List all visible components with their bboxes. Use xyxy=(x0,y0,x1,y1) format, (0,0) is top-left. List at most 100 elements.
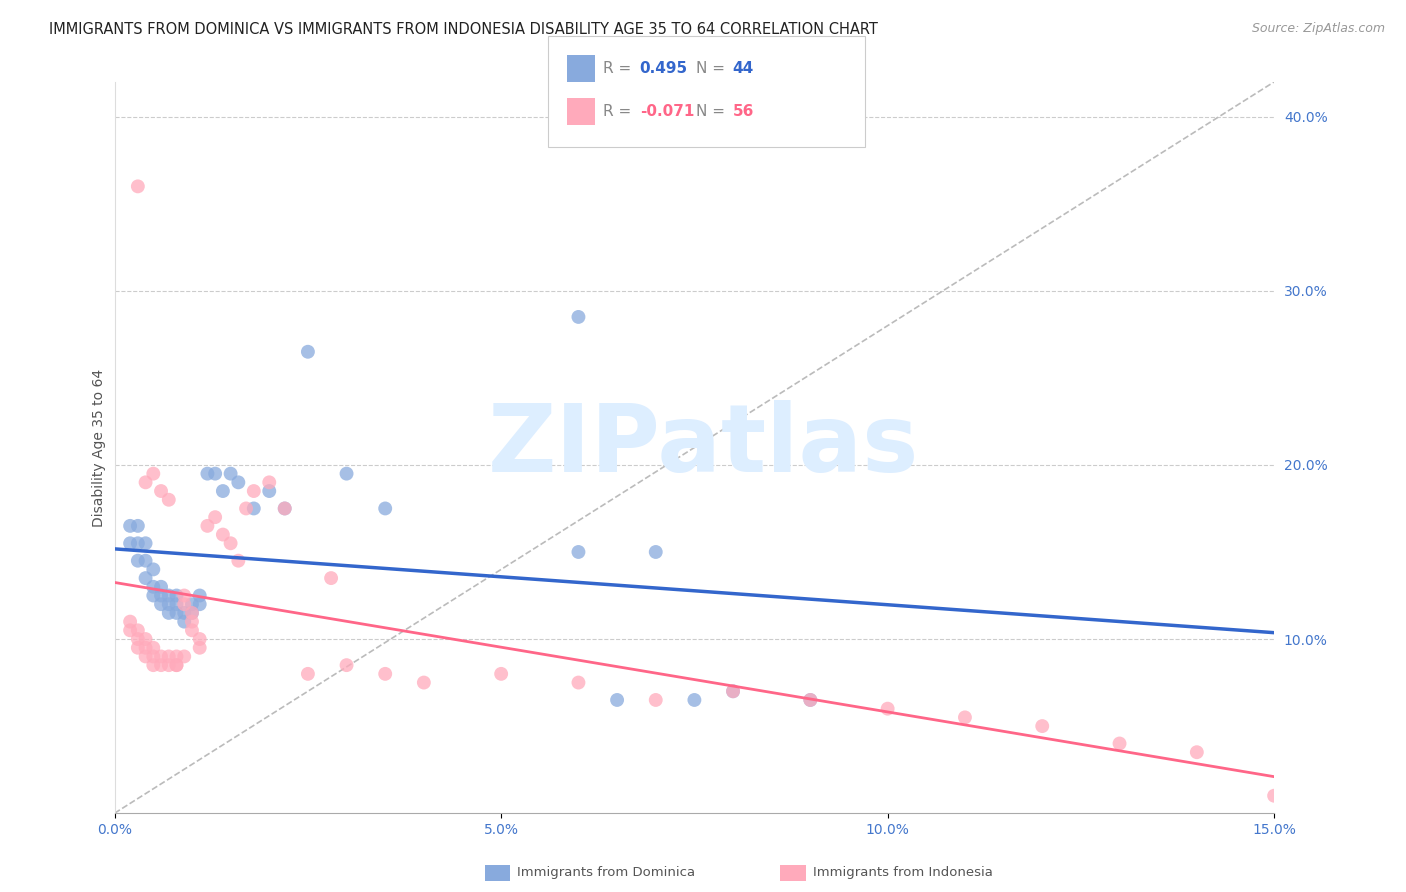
Point xyxy=(127,640,149,655)
Point xyxy=(235,501,257,516)
Point xyxy=(173,606,195,620)
Point xyxy=(120,536,142,550)
Point xyxy=(135,640,157,655)
Point xyxy=(197,519,219,533)
Point xyxy=(173,597,195,611)
Point xyxy=(644,545,666,559)
Point xyxy=(335,467,357,481)
Point xyxy=(243,501,266,516)
Point xyxy=(181,615,204,629)
Point xyxy=(157,658,180,673)
Point xyxy=(166,658,188,673)
Text: N =: N = xyxy=(696,104,730,119)
Point xyxy=(150,580,173,594)
Point xyxy=(127,632,149,646)
Point xyxy=(188,597,211,611)
Point xyxy=(157,589,180,603)
Point xyxy=(181,624,204,638)
Point xyxy=(1185,745,1208,759)
Text: 0.495: 0.495 xyxy=(640,62,688,76)
Point xyxy=(135,554,157,568)
Point xyxy=(135,475,157,490)
Point xyxy=(166,589,188,603)
Point xyxy=(142,589,165,603)
Point xyxy=(135,649,157,664)
Point xyxy=(212,527,235,541)
Point xyxy=(173,615,195,629)
Point xyxy=(150,658,173,673)
Point xyxy=(721,684,744,698)
Point xyxy=(166,658,188,673)
Text: Immigrants from Indonesia: Immigrants from Indonesia xyxy=(813,866,993,879)
Point xyxy=(228,475,250,490)
Point xyxy=(142,658,165,673)
Point xyxy=(188,632,211,646)
Text: N =: N = xyxy=(696,62,730,76)
Point xyxy=(181,606,204,620)
Point xyxy=(489,666,512,681)
Point xyxy=(173,589,195,603)
Point xyxy=(173,649,195,664)
Point xyxy=(127,536,149,550)
Point xyxy=(142,580,165,594)
Text: IMMIGRANTS FROM DOMINICA VS IMMIGRANTS FROM INDONESIA DISABILITY AGE 35 TO 64 CO: IMMIGRANTS FROM DOMINICA VS IMMIGRANTS F… xyxy=(49,22,879,37)
Point xyxy=(644,693,666,707)
Point xyxy=(127,519,149,533)
Point xyxy=(166,597,188,611)
Point xyxy=(953,710,976,724)
Point xyxy=(135,536,157,550)
Point xyxy=(120,624,142,638)
Point xyxy=(1263,789,1285,803)
Point xyxy=(1031,719,1053,733)
Point xyxy=(219,536,242,550)
Point xyxy=(721,684,744,698)
Text: Source: ZipAtlas.com: Source: ZipAtlas.com xyxy=(1251,22,1385,36)
Point xyxy=(219,467,242,481)
Text: R =: R = xyxy=(603,104,637,119)
Point xyxy=(799,693,821,707)
Point xyxy=(274,501,297,516)
Text: 56: 56 xyxy=(733,104,754,119)
Point xyxy=(150,597,173,611)
Point xyxy=(142,562,165,576)
Text: R =: R = xyxy=(603,62,637,76)
Point xyxy=(567,310,589,324)
Point xyxy=(274,501,297,516)
Text: 44: 44 xyxy=(733,62,754,76)
Point xyxy=(374,666,396,681)
Point xyxy=(319,571,342,585)
Point xyxy=(157,649,180,664)
Point xyxy=(297,666,319,681)
Point xyxy=(120,519,142,533)
Text: ZIPatlas: ZIPatlas xyxy=(488,400,918,492)
Point xyxy=(335,658,357,673)
Point xyxy=(135,632,157,646)
Point xyxy=(157,606,180,620)
Point xyxy=(120,615,142,629)
Point xyxy=(259,475,281,490)
Point xyxy=(142,467,165,481)
Point xyxy=(157,492,180,507)
Point xyxy=(188,589,211,603)
Point xyxy=(212,483,235,498)
Point xyxy=(127,624,149,638)
Point xyxy=(181,606,204,620)
Point xyxy=(127,554,149,568)
Point xyxy=(876,701,898,715)
Point xyxy=(1108,737,1130,751)
Point xyxy=(150,483,173,498)
Point xyxy=(243,483,266,498)
Point xyxy=(150,589,173,603)
Point xyxy=(297,344,319,359)
Point xyxy=(204,467,226,481)
Point xyxy=(135,571,157,585)
Point xyxy=(181,597,204,611)
Point xyxy=(142,649,165,664)
Point xyxy=(127,179,149,194)
Point xyxy=(567,675,589,690)
Point xyxy=(606,693,628,707)
Y-axis label: Disability Age 35 to 64: Disability Age 35 to 64 xyxy=(93,368,107,526)
Point xyxy=(567,545,589,559)
Point xyxy=(157,597,180,611)
Point xyxy=(188,640,211,655)
